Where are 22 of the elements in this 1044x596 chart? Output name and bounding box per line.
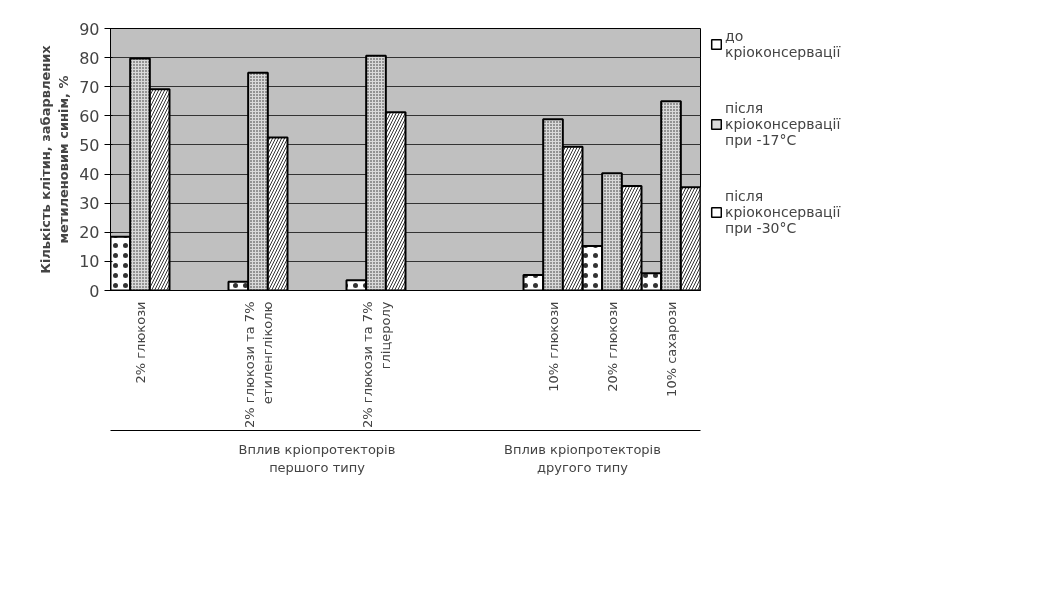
x-tick-label: 2% глюкози	[132, 301, 148, 384]
legend-label: після кріоконсервації при -30°C	[725, 188, 841, 236]
y-tick-label: 80	[79, 48, 100, 68]
x-tick-label: 10% сахарози	[663, 301, 679, 397]
y-tick-label: 50	[79, 135, 100, 155]
x-tick-label: 2% глюкози та 7% гліцеролу	[359, 301, 393, 428]
y-tick-label: 0	[89, 281, 100, 301]
y-tick-label: 70	[79, 77, 100, 97]
y-tick-label: 30	[79, 194, 100, 214]
x-tick-label: 20% глюкози	[604, 301, 620, 392]
y-axis-title: Кількість клітин, забарвлених метиленовим синім, %	[38, 44, 72, 274]
x-tick-label: 10% глюкози	[545, 301, 561, 392]
legend-label: після кріоконсервації при -17°C	[725, 100, 841, 148]
y-tick-label: 90	[79, 19, 100, 39]
y-tick-label: 10	[79, 252, 100, 272]
y-tick-label: 60	[79, 106, 100, 126]
text: Вплив кріопротекторів другого типу	[504, 441, 661, 475]
y-tick-label: 40	[79, 165, 100, 185]
y-tick-label: 20	[79, 223, 100, 243]
legend-label: до кріоконсервації	[725, 28, 841, 60]
x-tick-label: 2% глюкози та 7% етиленгліколю	[241, 301, 275, 428]
text: Вплив кріопротекторів першого типу	[238, 441, 396, 475]
